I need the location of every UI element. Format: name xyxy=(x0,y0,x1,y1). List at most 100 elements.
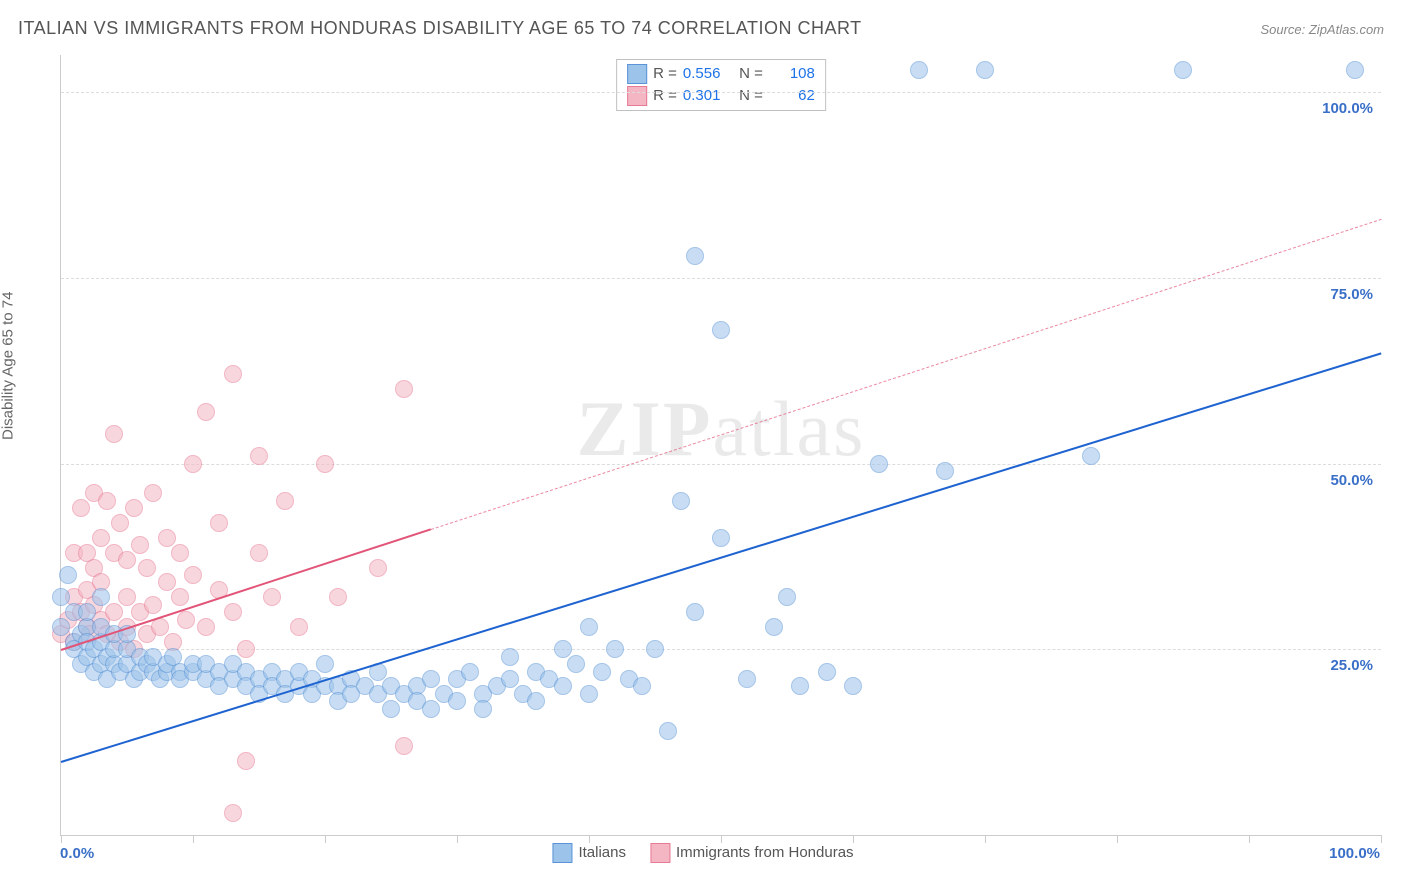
data-point xyxy=(382,700,400,718)
data-point xyxy=(105,603,123,621)
data-point xyxy=(1346,61,1364,79)
data-point xyxy=(554,677,572,695)
data-point xyxy=(422,670,440,688)
x-tick xyxy=(1381,835,1382,843)
x-axis-start-label: 0.0% xyxy=(60,845,94,862)
x-tick xyxy=(193,835,194,843)
data-point xyxy=(210,514,228,532)
data-point xyxy=(580,685,598,703)
x-tick xyxy=(985,835,986,843)
x-tick xyxy=(457,835,458,843)
y-tick-label: 75.0% xyxy=(1330,286,1373,303)
data-point xyxy=(105,425,123,443)
legend-item: Immigrants from Honduras xyxy=(650,843,854,863)
legend-swatch xyxy=(627,64,647,84)
data-point xyxy=(844,677,862,695)
data-point xyxy=(237,640,255,658)
data-point xyxy=(111,514,129,532)
data-point xyxy=(606,640,624,658)
data-point xyxy=(501,670,519,688)
y-axis-label: Disability Age 65 to 74 xyxy=(0,292,17,440)
r-label: R = xyxy=(653,85,677,107)
x-tick xyxy=(589,835,590,843)
data-point xyxy=(738,670,756,688)
r-label: R = xyxy=(653,63,677,85)
y-tick-label: 100.0% xyxy=(1322,100,1373,117)
bottom-legend: Italians Immigrants from Honduras xyxy=(552,843,853,863)
data-point xyxy=(171,544,189,562)
data-point xyxy=(131,536,149,554)
grid-line xyxy=(61,92,1381,93)
data-point xyxy=(422,700,440,718)
data-point xyxy=(369,559,387,577)
data-point xyxy=(250,447,268,465)
data-point xyxy=(276,492,294,510)
x-axis-end-label: 100.0% xyxy=(1329,845,1380,862)
data-point xyxy=(712,529,730,547)
legend-item: Italians xyxy=(552,843,626,863)
stat-legend-row: R =0.556 N =108 xyxy=(627,63,815,85)
data-point xyxy=(316,655,334,673)
data-point xyxy=(237,752,255,770)
grid-line xyxy=(61,649,1381,650)
y-tick-label: 50.0% xyxy=(1330,472,1373,489)
data-point xyxy=(158,529,176,547)
data-point xyxy=(92,588,110,606)
data-point xyxy=(72,499,90,517)
data-point xyxy=(118,588,136,606)
x-tick xyxy=(325,835,326,843)
data-point xyxy=(936,462,954,480)
data-point xyxy=(316,455,334,473)
data-point xyxy=(92,529,110,547)
legend-label: Immigrants from Honduras xyxy=(676,844,854,861)
plot-area: ZIPatlas R =0.556 N =108R =0.301 N =62 2… xyxy=(60,55,1381,836)
data-point xyxy=(52,618,70,636)
data-point xyxy=(59,566,77,584)
data-point xyxy=(138,559,156,577)
data-point xyxy=(567,655,585,673)
n-value: 62 xyxy=(769,85,815,107)
data-point xyxy=(474,700,492,718)
x-tick xyxy=(1249,835,1250,843)
data-point xyxy=(144,484,162,502)
data-point xyxy=(646,640,664,658)
data-point xyxy=(118,551,136,569)
data-point xyxy=(224,365,242,383)
data-point xyxy=(171,588,189,606)
n-label: N = xyxy=(735,63,763,85)
data-point xyxy=(501,648,519,666)
data-point xyxy=(712,321,730,339)
data-point xyxy=(765,618,783,636)
source-label: Source: ZipAtlas.com xyxy=(1260,22,1384,37)
data-point xyxy=(1082,447,1100,465)
x-tick xyxy=(853,835,854,843)
data-point xyxy=(224,603,242,621)
data-point xyxy=(224,804,242,822)
data-point xyxy=(125,499,143,517)
n-value: 108 xyxy=(769,63,815,85)
data-point xyxy=(144,596,162,614)
data-point xyxy=(527,692,545,710)
data-point xyxy=(580,618,598,636)
data-point xyxy=(395,380,413,398)
data-point xyxy=(778,588,796,606)
data-point xyxy=(976,61,994,79)
data-point xyxy=(448,692,466,710)
data-point xyxy=(250,544,268,562)
data-point xyxy=(395,737,413,755)
legend-label: Italians xyxy=(578,844,626,861)
data-point xyxy=(52,588,70,606)
data-point xyxy=(659,722,677,740)
legend-swatch xyxy=(627,86,647,106)
stat-legend: R =0.556 N =108R =0.301 N =62 xyxy=(616,59,826,111)
data-point xyxy=(633,677,651,695)
data-point xyxy=(593,663,611,681)
data-point xyxy=(158,573,176,591)
x-tick xyxy=(61,835,62,843)
data-point xyxy=(98,492,116,510)
data-point xyxy=(263,588,281,606)
grid-line xyxy=(61,278,1381,279)
data-point xyxy=(177,611,195,629)
data-point xyxy=(184,566,202,584)
x-tick xyxy=(721,835,722,843)
